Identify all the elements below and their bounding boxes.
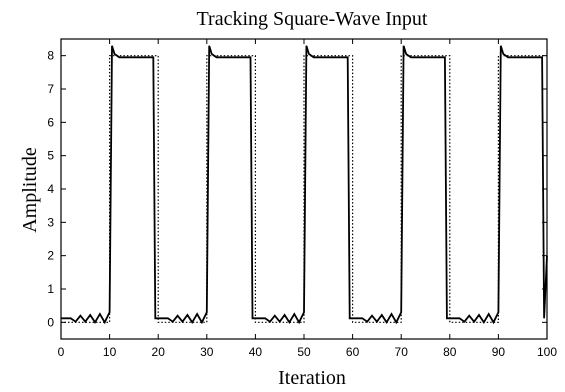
- x-tick-label: 50: [297, 345, 311, 359]
- y-tick-label: 1: [47, 282, 54, 296]
- x-tick-label: 0: [58, 345, 65, 359]
- chart-title: Tracking Square-Wave Input: [197, 8, 428, 30]
- y-tick-label: 8: [47, 49, 54, 63]
- x-tick-label: 20: [152, 345, 166, 359]
- y-tick-label: 7: [47, 82, 54, 96]
- tracking-output-line: [61, 45, 548, 325]
- plot-lines: [61, 45, 548, 325]
- x-axis: 0 10 20 30 40 50 60 70 80 90 100: [58, 39, 557, 359]
- y-tick-label: 2: [47, 249, 54, 263]
- x-axis-label: Iteration: [278, 367, 346, 389]
- y-tick-label: 0: [47, 315, 54, 329]
- x-tick-label: 30: [200, 345, 214, 359]
- x-tick-label: 90: [492, 345, 506, 359]
- y-tick-label: 6: [47, 115, 54, 129]
- x-tick-label: 40: [249, 345, 263, 359]
- y-tick-label: 5: [47, 149, 54, 163]
- x-tick-label: 10: [103, 345, 117, 359]
- y-axis: 0 1 2 3 4 5 6 7 8: [47, 49, 547, 329]
- x-tick-label: 80: [443, 345, 457, 359]
- x-tick-label: 70: [395, 345, 409, 359]
- reference-input-line: [61, 55, 547, 323]
- x-tick-label: 60: [346, 345, 360, 359]
- y-axis-label: Amplitude: [19, 147, 41, 233]
- x-tick-label: 100: [537, 345, 557, 359]
- y-tick-label: 3: [47, 215, 54, 229]
- y-tick-label: 4: [47, 182, 54, 196]
